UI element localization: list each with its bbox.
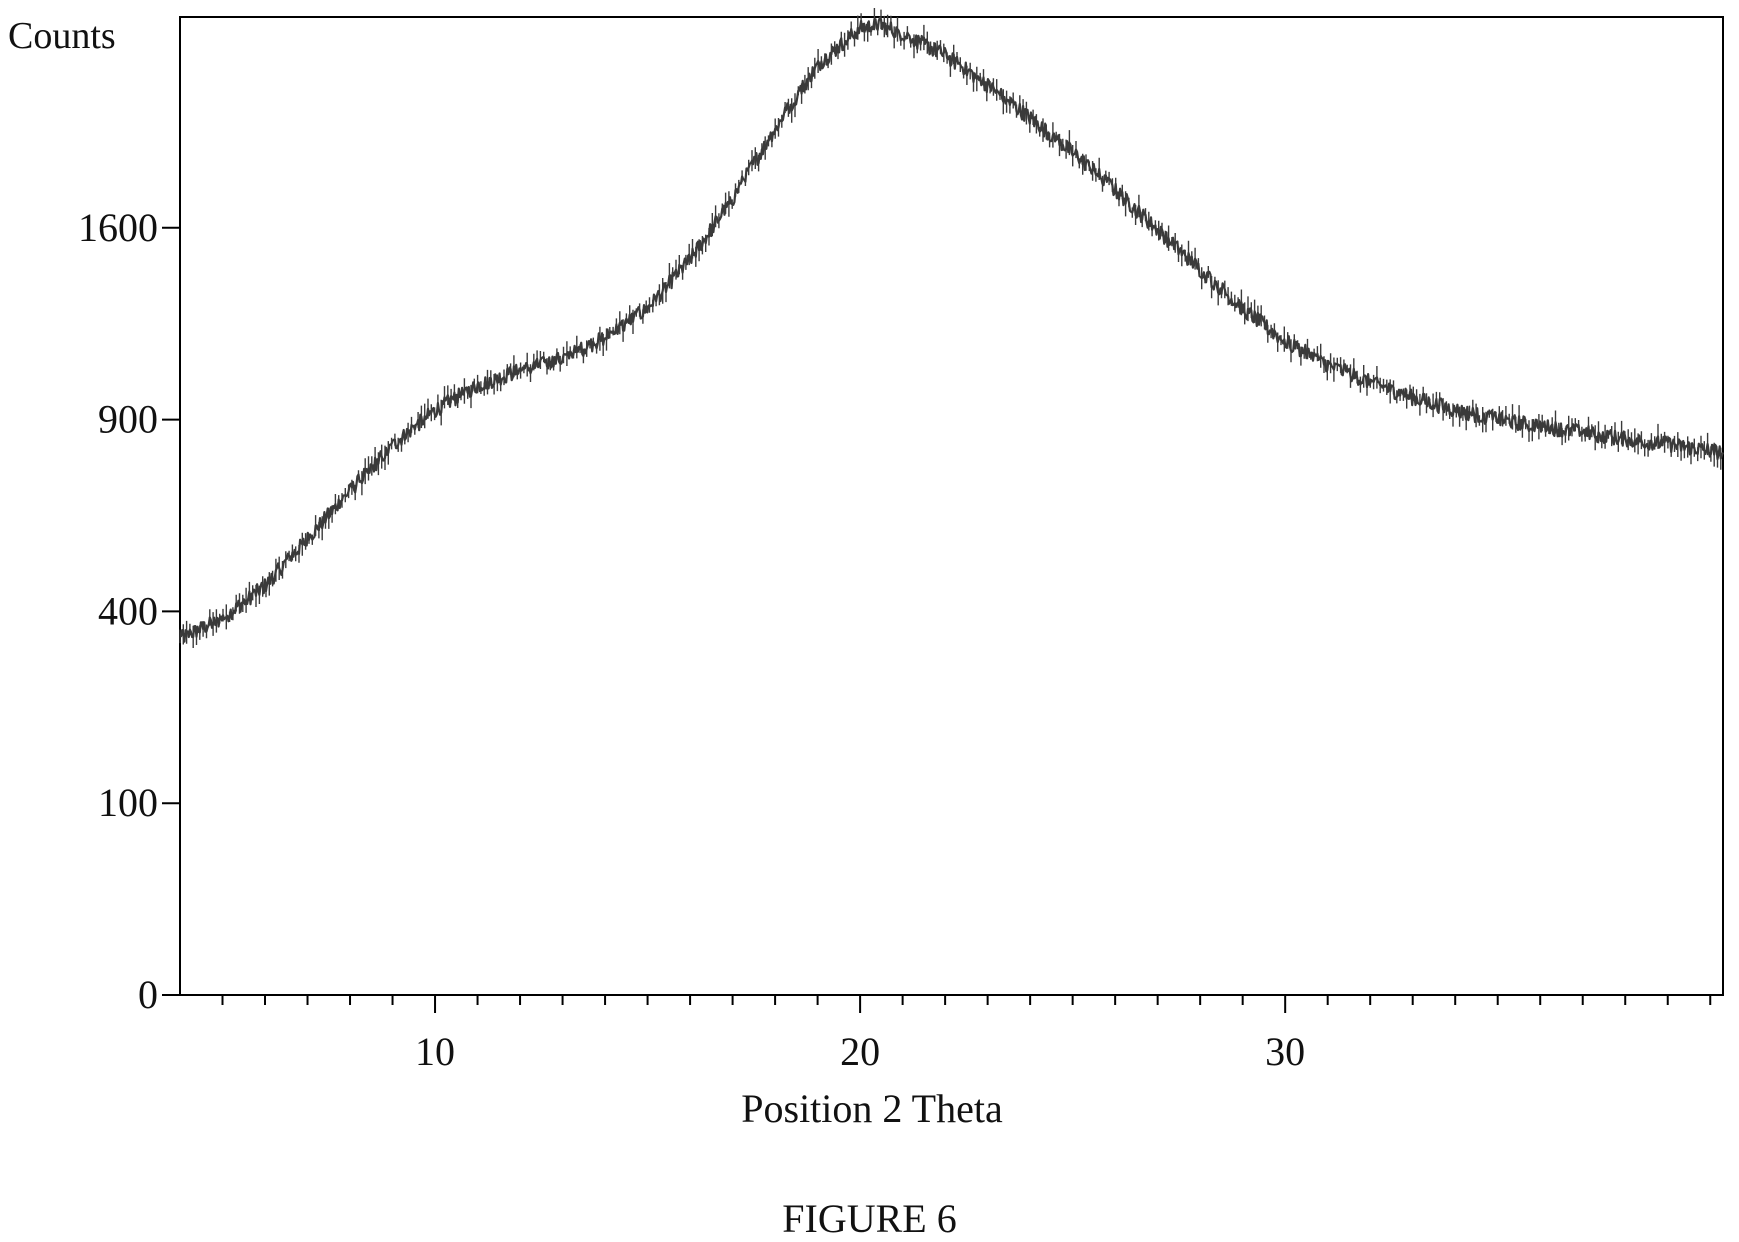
figure-caption: FIGURE 6 bbox=[782, 1196, 957, 1241]
y-axis-ticks: 0 100 400 900 1600 bbox=[78, 205, 180, 1017]
plot-area-frame bbox=[179, 16, 1724, 996]
trace-noise bbox=[179, 8, 1722, 648]
x-tick-label: 20 bbox=[840, 1029, 880, 1074]
x-tick-label: 10 bbox=[415, 1029, 455, 1074]
x-axis-label: Position 2 Theta bbox=[741, 1086, 1003, 1131]
trace-line bbox=[179, 16, 1724, 643]
y-tick-label: 0 bbox=[138, 972, 158, 1017]
y-tick-label: 400 bbox=[98, 588, 158, 633]
x-tick-label: 30 bbox=[1265, 1029, 1305, 1074]
y-tick-label: 1600 bbox=[78, 205, 158, 250]
diffraction-trace bbox=[179, 8, 1724, 648]
y-tick-label: 100 bbox=[98, 780, 158, 825]
y-axis-label: Counts bbox=[8, 15, 116, 57]
x-axis-ticks: 10 20 30 bbox=[221, 995, 1712, 1074]
y-tick-label: 900 bbox=[98, 397, 158, 442]
